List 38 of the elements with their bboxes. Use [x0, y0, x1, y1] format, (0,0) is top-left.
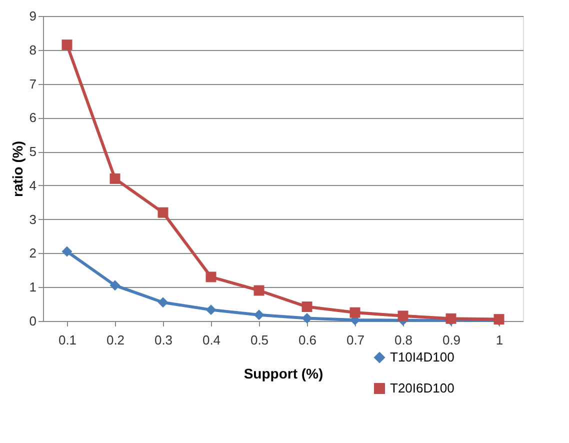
point: [206, 304, 216, 316]
y-tick-label: 0: [29, 314, 36, 328]
point: [62, 246, 72, 257]
point: [158, 297, 168, 308]
point: [206, 272, 216, 282]
x-tick-label: 0.2: [106, 332, 125, 348]
x-tick-label: 1: [496, 332, 504, 348]
point: [254, 285, 264, 296]
x-tick-label: 0.8: [394, 332, 413, 348]
x-axis-title: Support (%): [244, 366, 324, 382]
x-tick-label: 0.5: [250, 332, 269, 348]
point: [254, 310, 264, 320]
y-tick-label: 6: [29, 110, 36, 126]
point: [302, 313, 312, 324]
y-tick-label: 7: [29, 76, 36, 92]
point: [350, 307, 360, 318]
y-tick-label: 5: [29, 144, 36, 160]
legend-label: T10I4D100: [390, 350, 454, 364]
y-tick-label: 8: [29, 42, 36, 58]
point: [398, 310, 408, 322]
x-tick-label: 0.7: [346, 332, 365, 348]
point: [62, 40, 72, 50]
legend-label: T20I6D100: [390, 380, 454, 396]
y-tick-label: 4: [29, 178, 36, 193]
y-axis-title: ratio (%): [9, 141, 26, 197]
point: [158, 207, 168, 218]
x-tick-label: 0.9: [442, 332, 461, 348]
y-tick-label: 3: [29, 212, 36, 227]
y-tick-label: 1: [29, 280, 36, 295]
x-tick-label: 0.6: [298, 332, 317, 348]
x-tick-label: 0.3: [154, 332, 173, 348]
point: [110, 280, 120, 291]
x-tick-label: 0.1: [58, 332, 77, 348]
point: [110, 173, 120, 184]
y-tick-label: 9: [29, 8, 36, 24]
y-tick-label: 2: [29, 246, 36, 261]
point: [302, 302, 312, 312]
x-tick-label: 0.4: [202, 332, 221, 348]
